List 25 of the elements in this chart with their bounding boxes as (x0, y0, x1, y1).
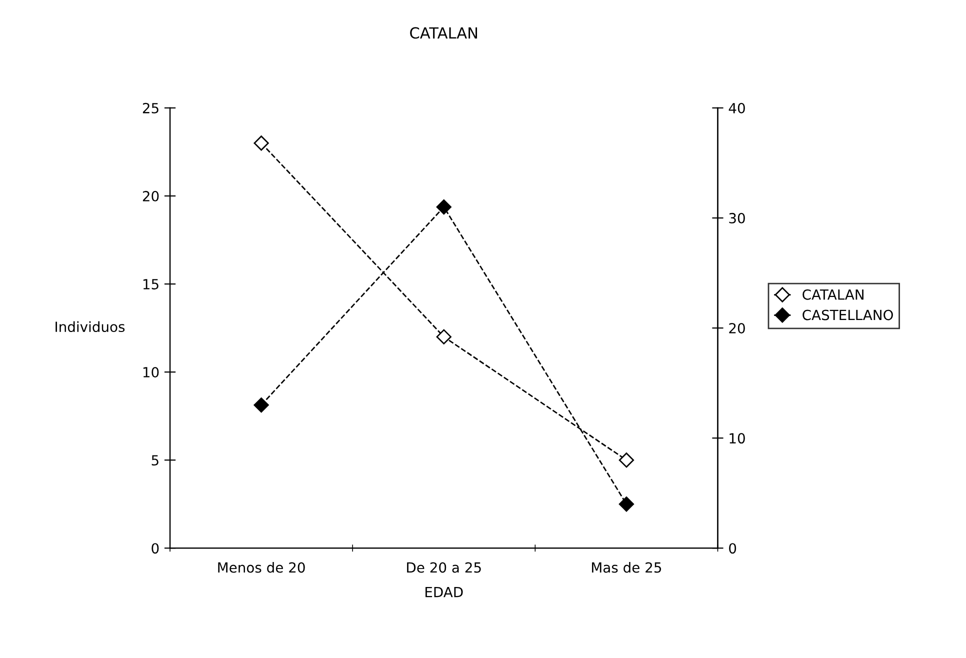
y2-tick-label: 10 (730, 433, 745, 444)
legend-label: CATALAN (802, 289, 864, 300)
y2-tick-label: 40 (728, 102, 745, 114)
y2-tick-label: 0 (729, 543, 736, 554)
x-tick-label: Menos de 20 (218, 562, 305, 573)
y-tick-label: 5 (152, 455, 158, 466)
point (618, 452, 634, 468)
legend-label: CASTELLANO (802, 310, 893, 320)
chart-title: CATALAN (410, 27, 478, 39)
y2-tick-label: 20 (729, 322, 745, 334)
y-tick-label: 10 (143, 367, 159, 378)
point (618, 496, 634, 512)
y-tick-label: 15 (143, 279, 158, 290)
x-tick-label: De 20 a 25 (407, 562, 481, 573)
y-axis-title: Individuos (56, 321, 125, 332)
y-tick-label: 0 (152, 543, 159, 554)
point (436, 329, 452, 344)
y-tick-label: 20 (142, 190, 159, 202)
point (436, 199, 452, 215)
point (254, 136, 269, 151)
x-tick-label: Mas de 25 (592, 562, 662, 573)
point (254, 397, 269, 413)
x-axis-title: EDAD (426, 586, 463, 598)
y-tick-label: 25 (142, 102, 158, 114)
y2-tick-label: 30 (729, 212, 745, 224)
